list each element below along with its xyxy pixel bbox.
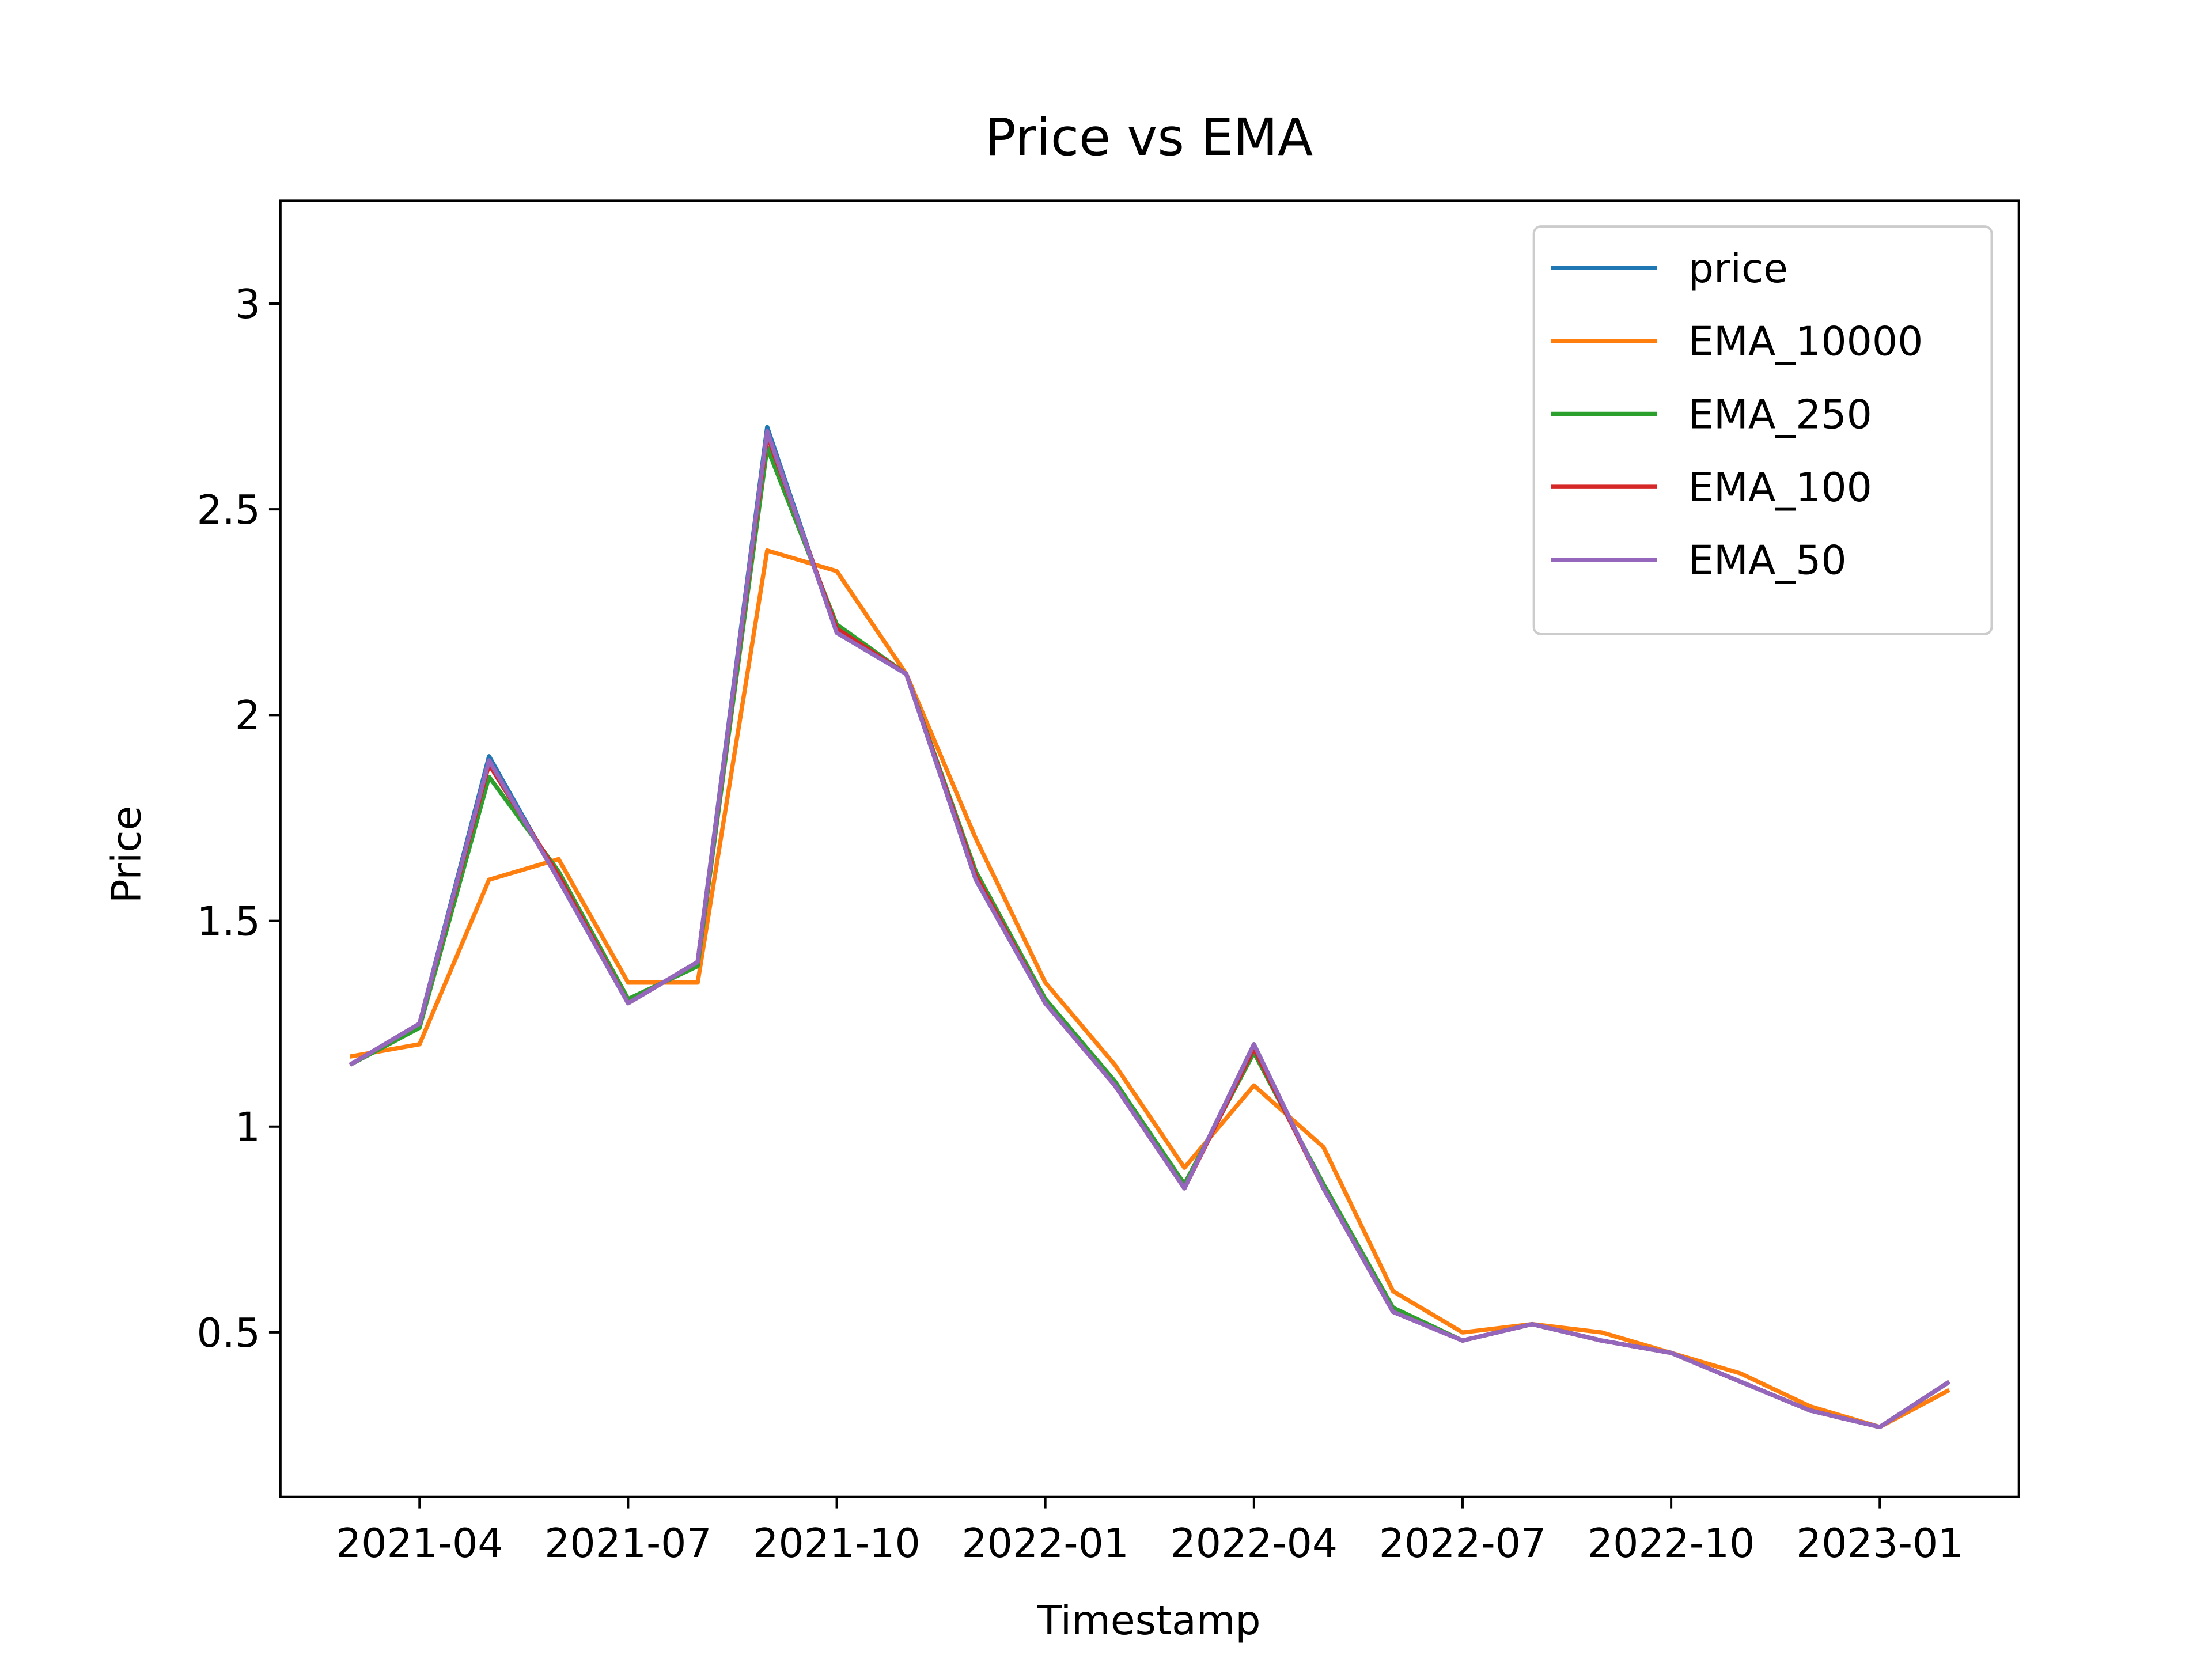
x-axis-label: Timestamp	[1036, 1597, 1260, 1644]
series-line	[349, 429, 1950, 1429]
legend-label: EMA_250	[1688, 391, 1872, 438]
plot-frame	[279, 199, 2020, 1498]
chart-title: Price vs EMA	[985, 108, 1313, 168]
y-tick-label: 2.5	[196, 487, 260, 533]
y-tick-label: 1.5	[196, 898, 260, 945]
x-tick-label: 2022-07	[1379, 1520, 1547, 1567]
legend: price EMA_10000 EMA_250 EMA_100 EMA_50	[1532, 225, 1993, 635]
y-tick-label: 1	[235, 1104, 260, 1151]
y-axis-label: Price	[103, 806, 150, 904]
legend-label: EMA_100	[1688, 464, 1872, 511]
x-tick-label: 2021-04	[336, 1520, 503, 1567]
legend-label: price	[1688, 245, 1788, 292]
x-tick-label: 2021-07	[544, 1520, 712, 1567]
y-tick-label: 3	[235, 281, 260, 328]
x-tick-label: 2022-04	[1171, 1520, 1338, 1567]
x-tick-label: 2022-10	[1588, 1520, 1755, 1567]
legend-label: EMA_50	[1688, 537, 1847, 584]
legend-frame	[1532, 225, 1993, 635]
legend-label: EMA_10000	[1688, 319, 1923, 365]
x-tick-label: 2021-10	[753, 1520, 921, 1567]
y-tick-label: 0.5	[196, 1310, 260, 1357]
y-tick-label: 2	[235, 692, 260, 739]
x-tick-label: 2023-01	[1796, 1520, 1964, 1567]
x-tick-label: 2022-01	[961, 1520, 1129, 1567]
series-line	[349, 548, 1950, 1429]
